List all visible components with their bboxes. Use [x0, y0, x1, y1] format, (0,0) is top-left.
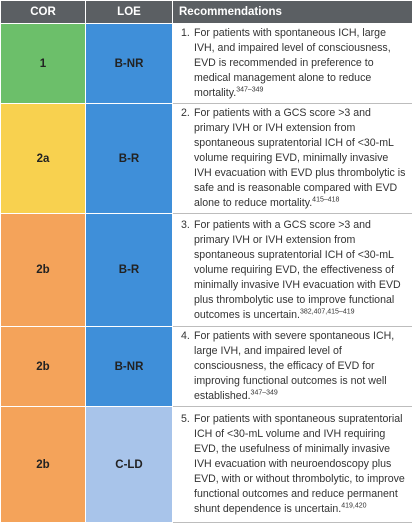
- loe-cell: B-R: [86, 214, 173, 327]
- header-cell: Recommendations: [173, 1, 412, 24]
- item-number: 5.: [181, 412, 194, 517]
- item-number: 1.: [181, 26, 194, 101]
- references: 415–418: [312, 196, 339, 203]
- loe-cell: B-NR: [86, 24, 173, 104]
- loe-cell: B-NR: [86, 327, 173, 407]
- loe-cell: C-LD: [86, 407, 173, 523]
- references: 347–349: [251, 389, 278, 396]
- recommendation-cell: 2.For patients with a GCS score >3 and p…: [173, 104, 412, 214]
- cor-cell: 1: [1, 24, 86, 104]
- cor-cell: 2b: [1, 407, 86, 523]
- recommendation-cell: 5.For patients with spontaneous supraten…: [173, 407, 412, 523]
- text: For patients with a GCS score >3 and pri…: [194, 107, 405, 209]
- text: For patients with spontaneous ICH, large…: [194, 27, 391, 99]
- recommendation-text: For patients with a GCS score >3 and pri…: [194, 218, 407, 323]
- item-number: 3.: [181, 218, 194, 323]
- recommendation: 3.For patients with a GCS score >3 and p…: [181, 218, 407, 323]
- recommendation-text: For patients with spontaneous supratento…: [194, 412, 407, 517]
- recommendation-text: For patients with severe spontaneous ICH…: [194, 329, 407, 404]
- cor-cell: 2a: [1, 104, 86, 214]
- references: 419,420: [341, 502, 366, 509]
- recommendation-cell: 4.For patients with severe spontaneous I…: [173, 327, 412, 407]
- recommendation-text: For patients with spontaneous ICH, large…: [194, 26, 407, 101]
- recommendation: 1.For patients with spontaneous ICH, lar…: [181, 26, 407, 101]
- header-cell: COR: [1, 1, 86, 24]
- header-row: COR LOE Recommendations: [1, 1, 412, 24]
- header-cell: LOE: [86, 1, 173, 24]
- recommendation-text: For patients with a GCS score >3 and pri…: [194, 106, 407, 211]
- recommendation: 5.For patients with spontaneous supraten…: [181, 412, 407, 517]
- item-number: 2.: [181, 106, 194, 211]
- recommendation-cell: 3.For patients with a GCS score >3 and p…: [173, 214, 412, 327]
- references: 382,407,415–419: [300, 308, 355, 315]
- cor-cell: 2b: [1, 214, 86, 327]
- recommendation: 2.For patients with a GCS score >3 and p…: [181, 106, 407, 211]
- references: 347–349: [236, 86, 263, 93]
- page: {"table":{"header":["COR","LOE","Recomme…: [0, 0, 412, 501]
- text: For patients with severe spontaneous ICH…: [194, 330, 394, 402]
- recommendation-cell: 1.For patients with spontaneous ICH, lar…: [173, 24, 412, 104]
- text: For patients with spontaneous supratento…: [194, 413, 405, 515]
- item-number: 4.: [181, 329, 194, 404]
- loe-cell: B-R: [86, 104, 173, 214]
- cor-cell: 2b: [1, 327, 86, 407]
- text: For patients with a GCS score >3 and pri…: [194, 219, 401, 321]
- recommendation: 4.For patients with severe spontaneous I…: [181, 329, 407, 404]
